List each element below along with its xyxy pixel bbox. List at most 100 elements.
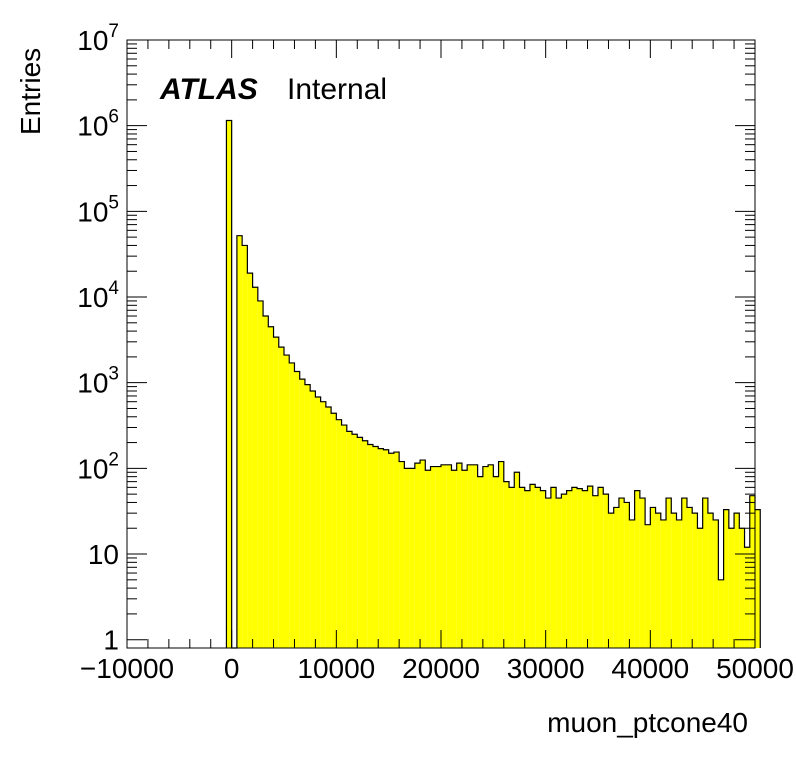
histogram-bar [519, 487, 525, 648]
y-tick-label: 1 [103, 625, 119, 656]
x-tick-label: −10000 [80, 653, 174, 684]
histogram-bar [472, 464, 478, 648]
histogram-bar [247, 273, 253, 648]
histogram-bar [388, 453, 394, 648]
histogram-bar [671, 513, 677, 648]
histogram-bar [383, 449, 389, 648]
histogram-bar [304, 384, 311, 648]
histogram-bar [467, 464, 473, 648]
y-tick-label: 103 [77, 364, 119, 399]
y-tick-labels: 1 10 102 103 104 105 106 107 [77, 21, 119, 656]
histogram-bar [414, 463, 421, 648]
x-tick-label: 40000 [611, 653, 689, 684]
histogram-bar [666, 498, 672, 648]
histogram-bar [263, 316, 269, 648]
histogram-bar [509, 487, 515, 648]
histogram-bar [739, 528, 745, 648]
histogram-bar [545, 498, 551, 648]
histogram-bar [550, 487, 557, 648]
histogram-bar [430, 466, 436, 648]
histogram-bar [331, 413, 337, 648]
histogram-bar [420, 460, 426, 648]
histogram-bar [566, 490, 572, 648]
histogram-bar [488, 464, 494, 648]
histogram-bar [634, 490, 640, 648]
histogram-bar [357, 437, 363, 648]
histogram-bar [352, 434, 358, 648]
histogram-bar [639, 498, 646, 648]
histogram-bar [409, 468, 415, 648]
histogram-bar [529, 484, 536, 648]
histogram-bar [603, 494, 609, 648]
histogram-outline [225, 119, 761, 649]
histogram-bar [435, 466, 441, 648]
histogram-bar [535, 487, 541, 648]
histogram-bar [477, 476, 483, 648]
histogram-bar [524, 490, 530, 648]
histogram-bar [278, 347, 284, 648]
histogram-bar [718, 579, 724, 648]
histogram-bar [561, 494, 567, 648]
histogram-bar [660, 519, 667, 648]
histogram-bar [692, 513, 698, 648]
histogram-bar [598, 487, 604, 648]
histogram-bar [645, 524, 651, 648]
y-tick-label: 106 [77, 107, 119, 142]
histogram-bar [284, 355, 290, 648]
histogram-bar [320, 401, 326, 648]
histogram-bar [399, 461, 405, 648]
histogram-bar [744, 547, 750, 648]
histogram-bar [257, 300, 264, 648]
histogram-bar [268, 326, 274, 648]
atlas-label: ATLAS [159, 73, 258, 106]
histogram-bar [252, 287, 258, 648]
x-tick-label: 20000 [402, 653, 480, 684]
x-axis-label: muon_ptcone40 [547, 707, 748, 738]
histogram-bar [315, 397, 321, 648]
histogram-bar [236, 235, 243, 648]
internal-label: Internal [287, 73, 387, 106]
histogram-bar [629, 519, 635, 648]
histogram-bar [482, 466, 489, 648]
histogram-bar [242, 245, 248, 648]
histogram-bar [587, 486, 593, 648]
histogram-bar [755, 509, 761, 648]
histogram-bar [441, 464, 447, 648]
histogram-bar [393, 452, 400, 648]
y-axis-label: Entries [15, 48, 46, 135]
histogram-bar [498, 461, 504, 648]
histogram-bar [336, 419, 342, 648]
histogram-bar [273, 337, 279, 648]
x-tick-label: 50000 [716, 653, 794, 684]
histogram-bar [461, 470, 468, 648]
histogram-bar [451, 470, 457, 648]
histogram-bar [702, 498, 708, 648]
x-tick-labels: −10000 0 10000 20000 30000 40000 50000 [80, 653, 794, 684]
y-tick-label: 102 [77, 449, 119, 484]
histogram-bar [341, 425, 347, 648]
histogram-bar [681, 498, 687, 648]
histogram-bar [226, 120, 232, 648]
histogram-bar [446, 464, 452, 648]
histogram-bar [372, 446, 379, 648]
histogram-bar [294, 371, 300, 648]
histogram-bar [749, 495, 755, 648]
histogram-bar [613, 507, 619, 648]
histogram-bar [624, 502, 630, 648]
histogram-bar [571, 487, 578, 648]
histogram-bar [686, 507, 693, 648]
histogram-bar [697, 528, 703, 648]
y-tick-label: 10 [88, 539, 119, 570]
histogram-bar [404, 468, 410, 648]
histogram-bar [582, 490, 588, 648]
histogram-bar [655, 513, 661, 648]
histogram-bar [456, 463, 462, 648]
histogram-bar [618, 498, 625, 648]
histogram-bar [676, 519, 682, 648]
y-tick-label: 105 [77, 192, 119, 227]
histogram-bar [346, 431, 353, 648]
histogram-bar [493, 476, 499, 648]
x-tick-label: 30000 [507, 653, 585, 684]
histogram-bar [367, 444, 373, 648]
